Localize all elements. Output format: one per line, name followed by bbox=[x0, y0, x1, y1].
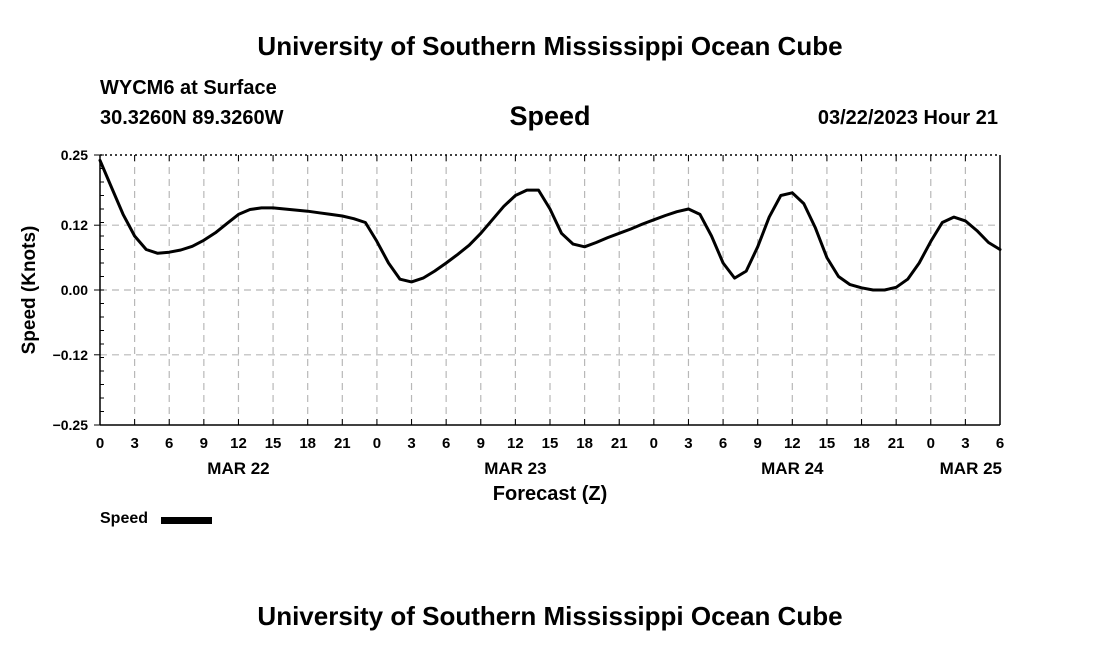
station-name: WYCM6 at Surface bbox=[100, 77, 277, 99]
x-tick-label: 15 bbox=[819, 435, 836, 452]
x-tick-label: 18 bbox=[299, 435, 316, 452]
x-tick-label: 6 bbox=[996, 435, 1004, 452]
x-tick-label: 9 bbox=[200, 435, 208, 452]
x-tick-label: 3 bbox=[407, 435, 415, 452]
station-coordinates: 30.3260N 89.3260W bbox=[100, 107, 284, 129]
y-axis-label: Speed (Knots) bbox=[19, 226, 40, 355]
x-tick-label: 0 bbox=[96, 435, 104, 452]
grid-lines bbox=[100, 155, 1000, 425]
x-tick-label: 9 bbox=[477, 435, 485, 452]
x-tick-label: 6 bbox=[719, 435, 727, 452]
x-tick-label: 18 bbox=[853, 435, 870, 452]
x-tick-label: 18 bbox=[576, 435, 593, 452]
forecast-run-time: 03/22/2023 Hour 21 bbox=[817, 107, 998, 129]
x-axis-label: Forecast (Z) bbox=[493, 483, 607, 505]
date-label: MAR 25 bbox=[940, 459, 1002, 478]
axes bbox=[94, 154, 1001, 426]
x-tick-label: 6 bbox=[165, 435, 173, 452]
x-tick-label: 3 bbox=[130, 435, 138, 452]
x-tick-label: 12 bbox=[230, 435, 247, 452]
x-tick-label: 21 bbox=[611, 435, 628, 452]
x-tick-label: 12 bbox=[784, 435, 801, 452]
x-tick-label: 12 bbox=[507, 435, 524, 452]
y-tick-label: 0.25 bbox=[61, 147, 88, 163]
x-tick-label: 3 bbox=[684, 435, 692, 452]
y-tick-label: −0.25 bbox=[53, 417, 89, 433]
footer-title: University of Southern Mississippi Ocean… bbox=[257, 601, 843, 631]
x-tick-label: 15 bbox=[542, 435, 559, 452]
legend-label: Speed bbox=[100, 510, 149, 527]
x-tick-label: 21 bbox=[888, 435, 905, 452]
y-tick-label: 0.12 bbox=[61, 217, 88, 233]
y-tick-label: −0.12 bbox=[53, 347, 89, 363]
x-tick-label: 0 bbox=[373, 435, 381, 452]
date-label: MAR 23 bbox=[484, 459, 546, 478]
y-tick-label: 0.00 bbox=[61, 282, 88, 298]
x-tick-label: 6 bbox=[442, 435, 450, 452]
legend-swatch bbox=[161, 517, 212, 524]
series-line-speed bbox=[98, 158, 1002, 292]
page-title: University of Southern Mississippi Ocean… bbox=[257, 31, 843, 61]
x-tick-label: 0 bbox=[650, 435, 658, 452]
date-label: MAR 22 bbox=[207, 459, 269, 478]
x-tick-label: 0 bbox=[927, 435, 935, 452]
series-layer bbox=[98, 158, 1002, 292]
chart-title: Speed bbox=[509, 101, 591, 131]
x-tick-label: 9 bbox=[754, 435, 762, 452]
x-tick-label: 15 bbox=[265, 435, 282, 452]
tick-labels: 0 3 6 9 12 15 18 21 0 3 6 9 12 15 18 21 0 3 6 9 12 15 18 21 0 3 6 −… bbox=[53, 147, 1005, 478]
x-tick-label: 3 bbox=[961, 435, 969, 452]
x-tick-label: 21 bbox=[334, 435, 351, 452]
date-label: MAR 24 bbox=[761, 459, 824, 478]
